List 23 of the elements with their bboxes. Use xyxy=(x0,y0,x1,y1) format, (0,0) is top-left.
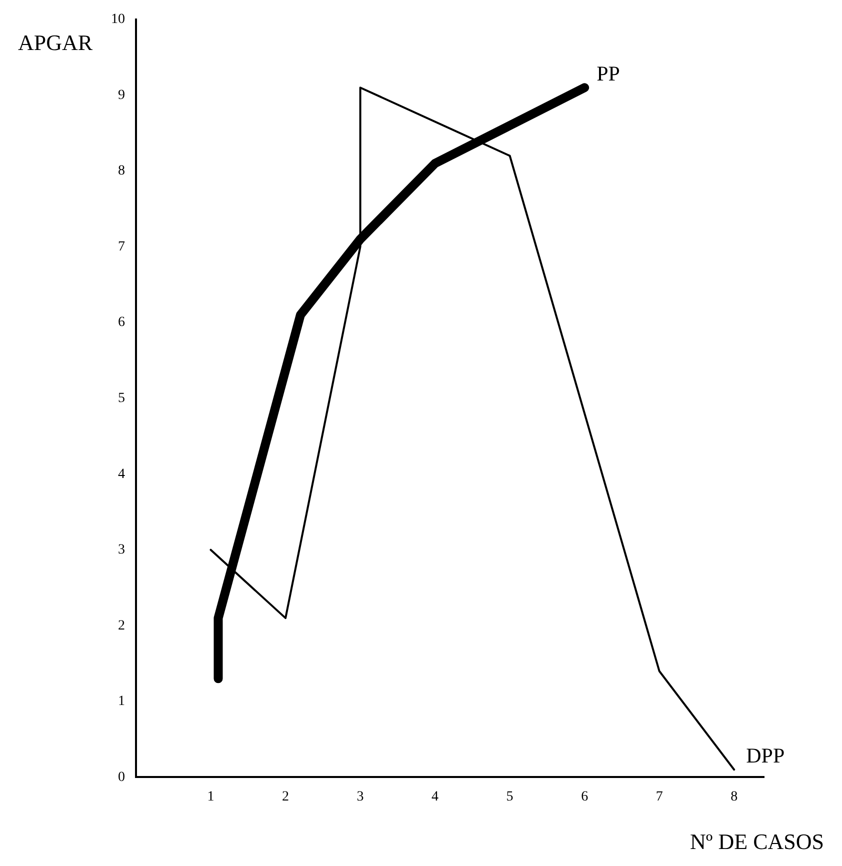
series-label: PP xyxy=(596,62,620,86)
y-tick-label: 4 xyxy=(118,466,125,482)
y-tick-label: 2 xyxy=(118,618,125,634)
x-tick-label: 5 xyxy=(506,789,514,804)
y-axis-title: APGAR xyxy=(18,30,93,55)
x-tick-label: 8 xyxy=(730,789,738,804)
y-tick-label: 8 xyxy=(118,164,125,179)
y-tick-label: 9 xyxy=(118,88,125,103)
y-tick-label: 6 xyxy=(118,315,125,330)
y-tick-label: 0 xyxy=(118,770,125,785)
y-tick-label: 3 xyxy=(118,542,125,558)
x-tick-label: 7 xyxy=(656,789,663,804)
y-tick-label: 7 xyxy=(118,239,125,254)
y-tick-label: 1 xyxy=(118,694,125,710)
x-tick-label: 3 xyxy=(356,789,364,804)
y-tick-label: 10 xyxy=(111,12,125,28)
x-tick-label: 6 xyxy=(581,789,588,804)
x-axis-title: Nº DE CASOS xyxy=(690,828,824,854)
x-tick-label: 4 xyxy=(432,789,439,804)
x-tick-label: 2 xyxy=(282,789,290,804)
y-tick-label: 5 xyxy=(118,390,125,406)
series-label: DPP xyxy=(746,744,785,768)
x-tick-label: 1 xyxy=(207,789,214,804)
